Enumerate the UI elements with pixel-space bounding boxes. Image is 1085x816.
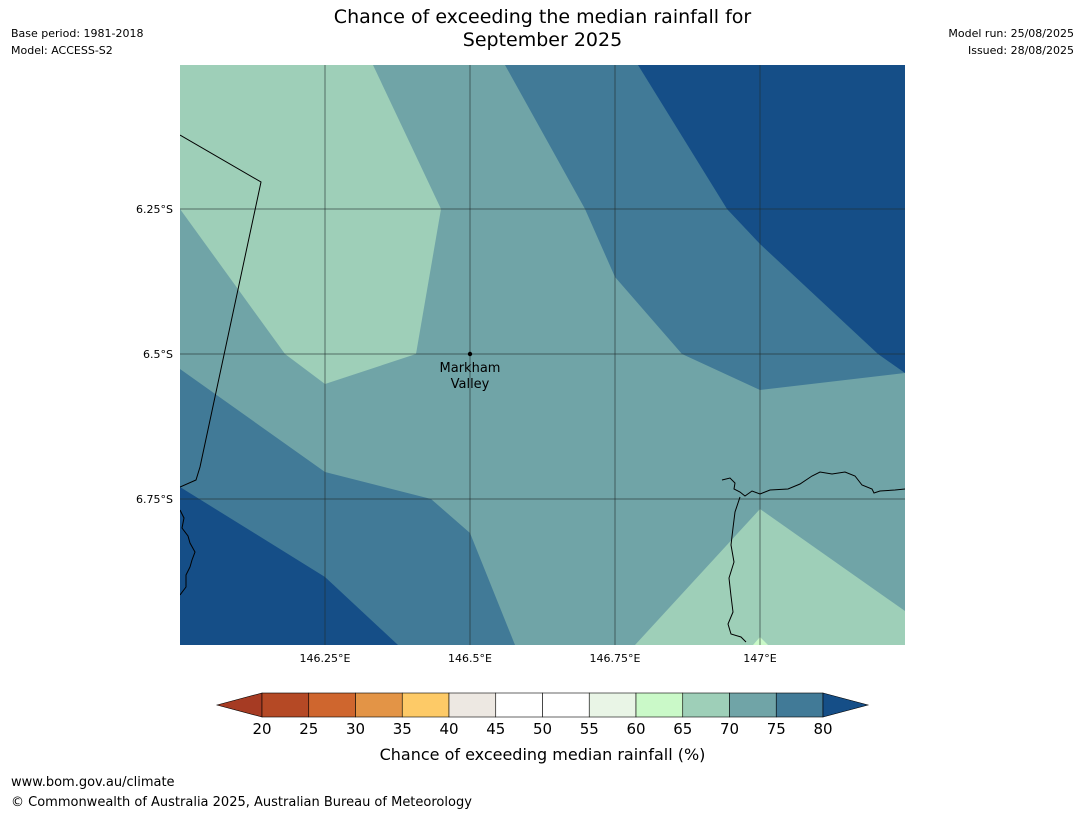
place-label-line-2: Valley: [451, 377, 490, 392]
colorbar-tick-label: 30: [346, 720, 365, 738]
colorbar-segment: [635, 692, 684, 718]
colorbar-tick-label: 65: [673, 720, 692, 738]
lon-label-1: 146.25°E: [300, 652, 351, 665]
colorbar-tick-label: 50: [533, 720, 552, 738]
lon-label-2: 146.5°E: [448, 652, 492, 665]
colorbar-tick-label: 70: [720, 720, 739, 738]
zone-65-70-north: [180, 65, 441, 384]
colorbar-segment: [495, 692, 543, 718]
base-period-text: Base period: 1981-2018: [11, 27, 144, 40]
colorbar-segment: [775, 692, 824, 718]
zone-80-plus-southwest: [180, 487, 398, 645]
model-run-text: Model run: 25/08/2025: [948, 27, 1074, 40]
place-label-line-1: Markham: [440, 361, 501, 376]
colorbar-segment: [448, 692, 497, 718]
colorbar-tick-label: 60: [626, 720, 645, 738]
colorbar-label: Chance of exceeding median rainfall (%): [379, 745, 706, 764]
colorbar: 20 25 30 35 40 45 50 55 60 65 70 75 80: [215, 692, 870, 738]
colorbar-segment: [542, 692, 590, 718]
footer-copyright: © Commonwealth of Australia 2025, Austra…: [11, 795, 472, 810]
title-line-2: September 2025: [462, 29, 623, 51]
colorbar-extend-high: [822, 692, 870, 718]
issued-text: Issued: 28/08/2025: [967, 44, 1074, 57]
river-markham: [727, 496, 747, 643]
lat-label-3: 6.75°S: [136, 493, 173, 506]
lon-label-3: 146.75°E: [590, 652, 641, 665]
colorbar-tick-label: 20: [252, 720, 271, 738]
meta-left: Base period: 1981-2018 Model: ACCESS-S2: [11, 25, 143, 59]
colorbar-tick-label: 75: [767, 720, 786, 738]
footer-url: www.bom.gov.au/climate: [11, 775, 175, 790]
colorbar-segment: [355, 692, 403, 718]
zone-65-70-southeast: [635, 509, 905, 645]
colorbar-segment: [308, 692, 356, 718]
colorbar-tick-label: 35: [393, 720, 412, 738]
colorbar-segment: [261, 692, 310, 718]
colorbar-segment: [588, 692, 637, 718]
colorbar-segment: [682, 692, 730, 718]
lon-label-4: 147°E: [743, 652, 776, 665]
colorbar-tick-label: 40: [439, 720, 458, 738]
lat-label-1: 6.25°S: [136, 203, 173, 216]
colorbar-segment: [401, 692, 450, 718]
model-text: Model: ACCESS-S2: [11, 44, 113, 57]
meta-right: Model run: 25/08/2025 Issued: 28/08/2025: [948, 25, 1074, 59]
markham-valley-marker: [467, 351, 473, 357]
colorbar-segment: [729, 692, 777, 718]
title-line-1: Chance of exceeding the median rainfall …: [333, 6, 752, 28]
colorbar-extend-low: [215, 692, 263, 718]
map-plot-area: [180, 65, 905, 645]
province-boundary: [180, 134, 262, 488]
lat-label-2: 6.5°S: [143, 348, 173, 361]
coastline-gulf: [721, 471, 905, 497]
map-title: Chance of exceeding the median rainfall …: [0, 6, 1085, 52]
zone-80-plus-northeast: [638, 65, 905, 373]
coastline-west: [180, 509, 196, 596]
colorbar-tick-label: 80: [813, 720, 832, 738]
colorbar-tick-label: 25: [299, 720, 318, 738]
colorbar-tick-label: 45: [486, 720, 505, 738]
colorbar-tick-label: 55: [580, 720, 599, 738]
